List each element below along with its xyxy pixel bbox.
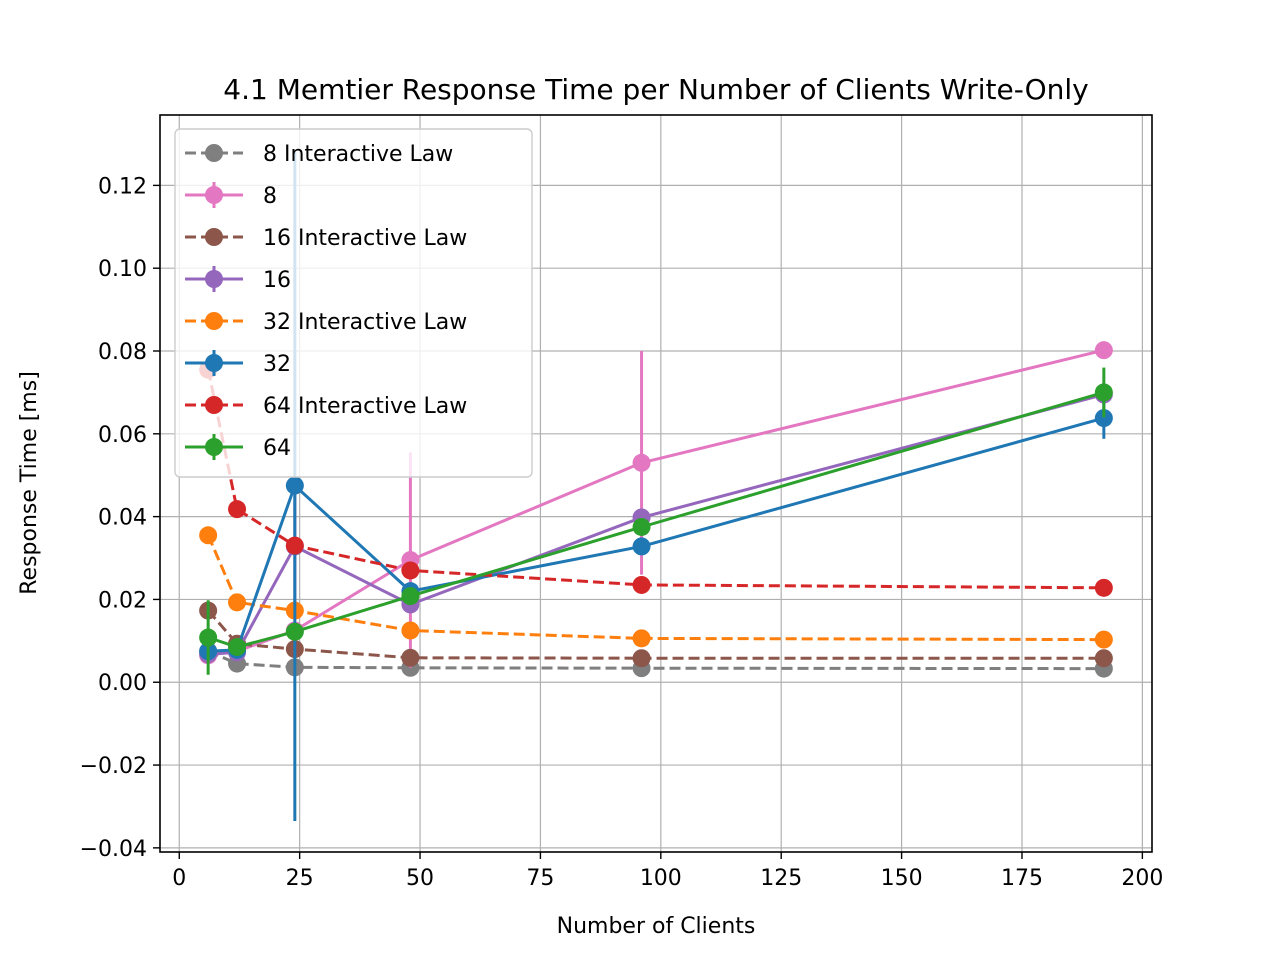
- y-tick-label: 0.10: [98, 257, 147, 282]
- legend-label: 64: [263, 436, 291, 461]
- series-layer: [199, 150, 1113, 821]
- data-point: [1094, 409, 1113, 428]
- ticks: 0 25 50 75 100 125 150 175 200 −0.04 −0.02 0.00 0.02…: [80, 174, 1164, 891]
- y-tick-label: 0.12: [98, 174, 147, 199]
- legend-label: 16: [263, 268, 291, 293]
- legend-marker: [205, 438, 223, 456]
- legend-label: 8: [263, 184, 277, 209]
- y-tick-label: −0.04: [80, 837, 147, 862]
- series-32-interactive-law: [199, 526, 1113, 649]
- x-tick-label: 150: [881, 866, 923, 891]
- legend-marker: [205, 312, 223, 330]
- series-64: [199, 367, 1113, 675]
- data-point: [1094, 578, 1113, 597]
- data-point: [285, 536, 304, 555]
- x-tick-label: 125: [760, 866, 802, 891]
- legend-label: 32 Interactive Law: [263, 310, 467, 335]
- data-point: [228, 500, 247, 519]
- data-point: [632, 517, 651, 536]
- data-point: [228, 593, 247, 612]
- data-point: [285, 476, 304, 495]
- legend: 8 Interactive Law 8 16 Interactive Law 16 32…: [174, 128, 533, 478]
- data-point: [632, 453, 651, 472]
- x-tick-label: 175: [1001, 866, 1043, 891]
- data-point: [401, 561, 420, 580]
- data-point: [1094, 630, 1113, 649]
- legend-label: 64 Interactive Law: [263, 394, 467, 419]
- y-tick-label: 0.02: [98, 588, 147, 613]
- x-tick-label: 100: [640, 866, 682, 891]
- legend-label: 16 Interactive Law: [263, 226, 467, 251]
- data-point: [632, 649, 651, 668]
- plot-frame: [159, 114, 1153, 853]
- x-axis-label: Number of Clients: [557, 914, 756, 939]
- legend-marker: [205, 354, 223, 372]
- data-point: [199, 526, 218, 545]
- data-point: [199, 628, 218, 647]
- legend-marker: [205, 144, 223, 162]
- data-point: [228, 638, 247, 657]
- x-tick-label: 25: [286, 866, 314, 891]
- legend-label: 8 Interactive Law: [263, 142, 453, 167]
- legend-marker: [205, 186, 223, 204]
- y-axis-label: Response Time [ms]: [17, 371, 42, 595]
- x-tick-label: 50: [406, 866, 434, 891]
- data-point: [401, 587, 420, 606]
- series-line: [206, 369, 1104, 590]
- x-tick-label: 0: [172, 866, 186, 891]
- legend-marker: [205, 396, 223, 414]
- data-point: [1094, 649, 1113, 668]
- x-tick-label: 200: [1121, 866, 1163, 891]
- y-tick-label: 0.08: [98, 340, 147, 365]
- data-point: [632, 629, 651, 648]
- data-point: [285, 622, 304, 641]
- y-tick-label: 0.00: [98, 671, 147, 696]
- data-point: [1094, 383, 1113, 402]
- y-tick-label: 0.06: [98, 423, 147, 448]
- y-tick-label: 0.04: [98, 506, 147, 531]
- legend-box: [174, 128, 533, 478]
- data-point: [632, 537, 651, 556]
- x-tick-label: 75: [526, 866, 554, 891]
- data-point: [401, 648, 420, 667]
- legend-marker: [205, 270, 223, 288]
- chart-title: 4.1 Memtier Response Time per Number of …: [223, 73, 1088, 106]
- y-tick-label: −0.02: [80, 754, 147, 779]
- data-point: [401, 621, 420, 640]
- data-point: [1094, 341, 1113, 360]
- data-point: [632, 575, 651, 594]
- legend-marker: [205, 228, 223, 246]
- legend-label: 32: [263, 352, 291, 377]
